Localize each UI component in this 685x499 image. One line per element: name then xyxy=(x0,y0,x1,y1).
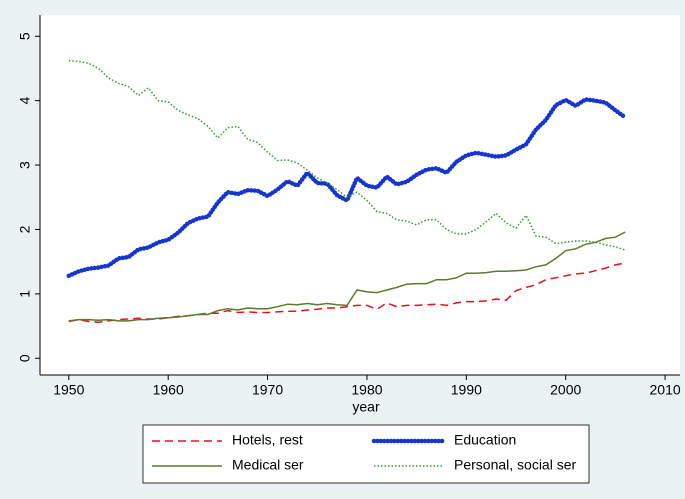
x-tick-label: 1980 xyxy=(351,382,382,398)
x-tick-label: 2000 xyxy=(550,382,581,398)
x-axis-label: year xyxy=(352,399,380,415)
y-tick-label: 2 xyxy=(17,225,33,233)
x-tick-label: 1960 xyxy=(153,382,184,398)
y-tick-label: 0 xyxy=(17,354,33,362)
legend xyxy=(142,424,590,484)
series-line xyxy=(68,231,626,322)
y-tick-label: 4 xyxy=(17,97,33,105)
x-tick-label: 1950 xyxy=(53,382,84,398)
legend-label: Personal, social ser xyxy=(454,457,577,473)
x-tick-label: 2010 xyxy=(650,382,681,398)
x-tick-label: 1990 xyxy=(451,382,482,398)
y-tick-label: 3 xyxy=(17,161,33,169)
series-line xyxy=(68,59,626,251)
legend-label: Hotels, rest xyxy=(232,432,303,448)
x-tick-label: 1970 xyxy=(252,382,283,398)
legend-label: Education xyxy=(454,432,516,448)
y-tick-label: 1 xyxy=(17,290,33,298)
series-line xyxy=(66,97,628,279)
plot-area xyxy=(40,15,680,375)
y-tick-label: 5 xyxy=(17,32,33,40)
legend-label: Medical ser xyxy=(232,457,304,473)
